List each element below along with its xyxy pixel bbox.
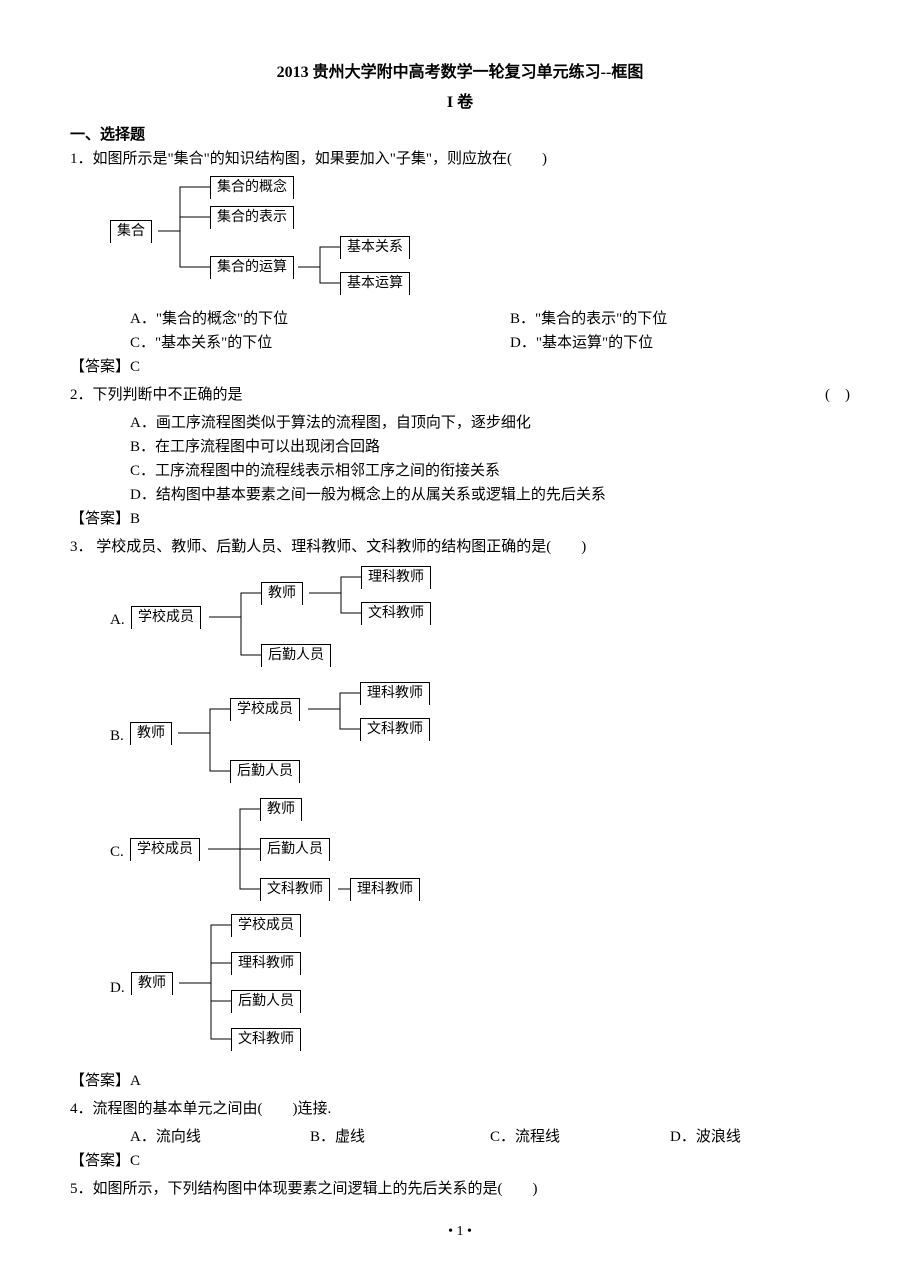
- section-header: 一、选择题: [70, 123, 850, 147]
- q4-optA: A．流向线: [130, 1125, 310, 1149]
- q5-stem: 5．如图所示，下列结构图中体现要素之间逻辑上的先后关系的是( ): [70, 1177, 850, 1201]
- q1-root: 集合: [110, 220, 152, 243]
- question-2: 2．下列判断中不正确的是 ( ) A．画工序流程图类似于算法的流程图，自顶向下，…: [70, 383, 850, 531]
- q4-options: A．流向线 B．虚线 C．流程线 D．波浪线: [130, 1125, 850, 1149]
- doc-title: 2013 贵州大学附中高考数学一轮复习单元练习--框图: [70, 60, 850, 86]
- q1-optB: B．"集合的表示"的下位: [510, 307, 850, 331]
- q3-treeD: D. 教师 学校成员 理科教师 后勤人员 文科教师: [110, 913, 850, 1063]
- q2-optA: A．画工序流程图类似于算法的流程图，自顶向下，逐步细化: [130, 411, 850, 435]
- question-5: 5．如图所示，下列结构图中体现要素之间逻辑上的先后关系的是( ): [70, 1177, 850, 1201]
- q1-tree: 集合 集合的概念 集合的表示 集合的运算 基本关系 基本运算: [110, 175, 850, 303]
- q3d-c1: 学校成员: [231, 914, 301, 937]
- q4-optB: B．虚线: [310, 1125, 490, 1149]
- q1-answer: 【答案】C: [70, 355, 850, 379]
- q4-optC: C．流程线: [490, 1125, 670, 1149]
- q3a-c1b: 文科教师: [361, 602, 431, 625]
- q1-optA: A．"集合的概念"的下位: [130, 307, 470, 331]
- q3c-root: 学校成员: [130, 838, 200, 861]
- q3-stem: 3． 学校成员、教师、后勤人员、理科教师、文科教师的结构图正确的是( ): [70, 535, 850, 559]
- q3d-c2: 理科教师: [231, 952, 301, 975]
- q1-c3b: 基本运算: [340, 272, 410, 295]
- q3c-c1: 教师: [260, 798, 302, 821]
- q2-optB: B．在工序流程图中可以出现闭合回路: [130, 435, 850, 459]
- q1-stem: 1．如图所示是"集合"的知识结构图，如果要加入"子集"，则应放在( ): [70, 147, 850, 171]
- question-1: 1．如图所示是"集合"的知识结构图，如果要加入"子集"，则应放在( ) 集合 集…: [70, 147, 850, 379]
- q2-answer: 【答案】B: [70, 507, 850, 531]
- q1-optC: C．"基本关系"的下位: [130, 331, 470, 355]
- question-3: 3． 学校成员、教师、后勤人员、理科教师、文科教师的结构图正确的是( ) A. …: [70, 535, 850, 1093]
- q3a-c2: 后勤人员: [261, 644, 331, 667]
- q3c-c2: 后勤人员: [260, 838, 330, 861]
- q2-stem: 2．下列判断中不正确的是 ( ): [70, 383, 850, 407]
- question-4: 4．流程图的基本单元之间由( )连接. A．流向线 B．虚线 C．流程线 D．波…: [70, 1097, 850, 1173]
- q3b-c1a: 理科教师: [360, 682, 430, 705]
- q2-options: A．画工序流程图类似于算法的流程图，自顶向下，逐步细化 B．在工序流程图中可以出…: [130, 411, 850, 507]
- q2-stem-text: 2．下列判断中不正确的是: [70, 383, 243, 407]
- q3-labelB: B.: [110, 724, 124, 748]
- q3-labelA: A.: [110, 608, 125, 632]
- q3a-c1: 教师: [261, 582, 303, 605]
- q3-treeA: A. 学校成员 教师 后勤人员 理科教师 文科教师: [110, 565, 850, 675]
- q1-c3a: 基本关系: [340, 236, 410, 259]
- q3-treeC: C. 学校成员 教师 后勤人员 文科教师 理科教师: [110, 797, 850, 907]
- q4-stem: 4．流程图的基本单元之间由( )连接.: [70, 1097, 850, 1121]
- q3d-c3: 后勤人员: [231, 990, 301, 1013]
- page-number: • 1 •: [70, 1221, 850, 1243]
- q3-labelC: C.: [110, 840, 124, 864]
- q3a-root: 学校成员: [131, 606, 201, 629]
- q1-c2: 集合的表示: [210, 206, 294, 229]
- q3d-root: 教师: [131, 972, 173, 995]
- q1-options: A．"集合的概念"的下位 B．"集合的表示"的下位 C．"基本关系"的下位 D．…: [130, 307, 850, 355]
- q1-optD: D．"基本运算"的下位: [510, 331, 850, 355]
- q3-treeB: B. 教师 学校成员 后勤人员 理科教师 文科教师: [110, 681, 850, 791]
- q2-optC: C．工序流程图中的流程线表示相邻工序之间的衔接关系: [130, 459, 850, 483]
- q3b-c1: 学校成员: [230, 698, 300, 721]
- q3a-c1a: 理科教师: [361, 566, 431, 589]
- q3b-c2: 后勤人员: [230, 760, 300, 783]
- q3c-c3: 文科教师: [260, 878, 330, 901]
- q2-optD: D．结构图中基本要素之间一般为概念上的从属关系或逻辑上的先后关系: [130, 483, 850, 507]
- q1-c3: 集合的运算: [210, 256, 294, 279]
- doc-subtitle: I 卷: [70, 90, 850, 116]
- q3d-c4: 文科教师: [231, 1028, 301, 1051]
- q3c-c3a: 理科教师: [350, 878, 420, 901]
- q4-answer: 【答案】C: [70, 1149, 850, 1173]
- q3b-root: 教师: [130, 722, 172, 745]
- q3-answer: 【答案】A: [70, 1069, 850, 1093]
- q1-c1: 集合的概念: [210, 176, 294, 199]
- q4-optD: D．波浪线: [670, 1125, 850, 1149]
- q3-labelD: D.: [110, 976, 125, 1000]
- q2-stem-paren: ( ): [825, 383, 850, 407]
- q3b-c1b: 文科教师: [360, 718, 430, 741]
